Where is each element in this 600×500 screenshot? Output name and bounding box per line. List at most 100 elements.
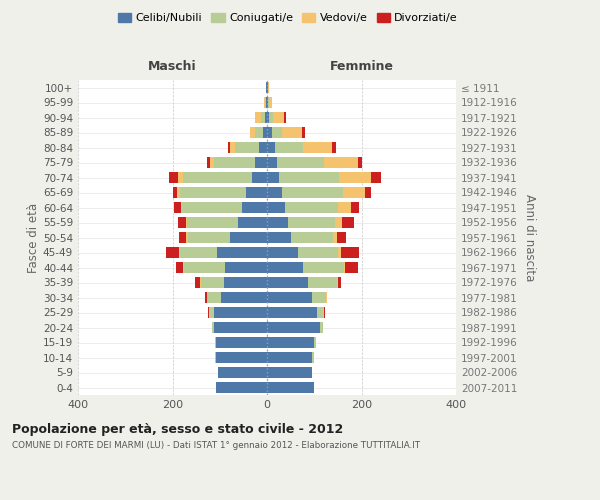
- Bar: [346, 262, 358, 274]
- Bar: [339, 172, 371, 183]
- Bar: [195, 276, 200, 288]
- Bar: [242, 202, 267, 213]
- Bar: [252, 172, 267, 183]
- Bar: [342, 216, 355, 228]
- Y-axis label: Anni di nascita: Anni di nascita: [523, 194, 536, 281]
- Text: Femmine: Femmine: [329, 60, 394, 73]
- Bar: [267, 246, 298, 258]
- Bar: [206, 292, 208, 304]
- Bar: [265, 96, 266, 108]
- Bar: [210, 306, 214, 318]
- Bar: [267, 292, 313, 304]
- Bar: [267, 276, 308, 288]
- Bar: [269, 112, 273, 124]
- Bar: [183, 262, 184, 274]
- Bar: [184, 262, 226, 274]
- Bar: [313, 352, 314, 364]
- Bar: [303, 262, 344, 274]
- Bar: [267, 322, 320, 334]
- Bar: [288, 216, 335, 228]
- Bar: [282, 126, 302, 138]
- Bar: [246, 186, 267, 198]
- Bar: [184, 172, 252, 183]
- Bar: [290, 232, 333, 243]
- Bar: [182, 202, 242, 213]
- Bar: [201, 276, 224, 288]
- Bar: [285, 202, 338, 213]
- Bar: [214, 156, 255, 168]
- Bar: [216, 336, 267, 348]
- Bar: [298, 246, 338, 258]
- Bar: [169, 172, 178, 183]
- Bar: [178, 216, 186, 228]
- Bar: [268, 82, 269, 94]
- Bar: [313, 292, 326, 304]
- Bar: [263, 126, 267, 138]
- Bar: [230, 232, 267, 243]
- Bar: [216, 352, 267, 364]
- Bar: [179, 232, 186, 243]
- Bar: [320, 322, 323, 334]
- Bar: [188, 232, 230, 243]
- Bar: [208, 156, 210, 168]
- Bar: [303, 142, 332, 154]
- Bar: [250, 126, 255, 138]
- Bar: [200, 276, 201, 288]
- Bar: [166, 246, 179, 258]
- Bar: [338, 276, 341, 288]
- Bar: [177, 186, 179, 198]
- Bar: [351, 202, 359, 213]
- Bar: [267, 306, 317, 318]
- Y-axis label: Fasce di età: Fasce di età: [27, 202, 40, 272]
- Bar: [267, 336, 314, 348]
- Bar: [335, 216, 342, 228]
- Bar: [265, 112, 267, 124]
- Bar: [268, 96, 269, 108]
- Bar: [308, 276, 337, 288]
- Bar: [282, 186, 343, 198]
- Bar: [174, 202, 181, 213]
- Bar: [266, 82, 267, 94]
- Bar: [212, 322, 214, 334]
- Bar: [238, 216, 267, 228]
- Bar: [341, 246, 359, 258]
- Text: Maschi: Maschi: [148, 60, 197, 73]
- Bar: [267, 232, 290, 243]
- Bar: [209, 306, 211, 318]
- Bar: [230, 142, 235, 154]
- Bar: [317, 306, 323, 318]
- Bar: [215, 336, 216, 348]
- Bar: [186, 232, 188, 243]
- Bar: [178, 172, 184, 183]
- Bar: [344, 262, 346, 274]
- Bar: [208, 306, 209, 318]
- Bar: [324, 306, 325, 318]
- Bar: [267, 156, 277, 168]
- Bar: [228, 142, 230, 154]
- Bar: [267, 262, 303, 274]
- Text: Popolazione per età, sesso e stato civile - 2012: Popolazione per età, sesso e stato civil…: [12, 422, 343, 436]
- Bar: [205, 292, 206, 304]
- Bar: [267, 366, 313, 378]
- Bar: [179, 186, 246, 198]
- Bar: [226, 262, 267, 274]
- Bar: [255, 156, 267, 168]
- Bar: [179, 246, 217, 258]
- Bar: [266, 96, 267, 108]
- Bar: [275, 142, 303, 154]
- Bar: [365, 186, 371, 198]
- Bar: [261, 112, 265, 124]
- Bar: [176, 262, 183, 274]
- Bar: [371, 172, 381, 183]
- Bar: [333, 232, 337, 243]
- Bar: [216, 382, 267, 394]
- Bar: [267, 382, 314, 394]
- Bar: [337, 232, 346, 243]
- Bar: [221, 292, 267, 304]
- Bar: [337, 276, 338, 288]
- Bar: [323, 306, 324, 318]
- Bar: [267, 202, 285, 213]
- Bar: [267, 96, 268, 108]
- Bar: [181, 202, 182, 213]
- Bar: [186, 216, 187, 228]
